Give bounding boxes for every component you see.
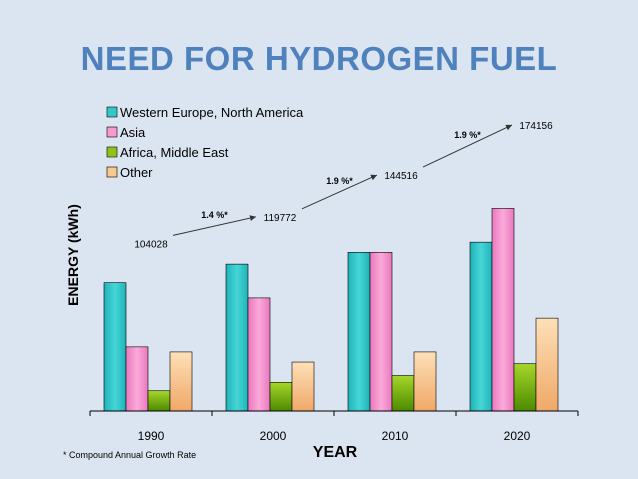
- growth-arrow-1: [172, 215, 257, 236]
- total-label-2000: 119772: [264, 213, 297, 224]
- page-title: NEED FOR HYDROGEN FUEL: [80, 40, 558, 77]
- footnote: * Compound Annual Growth Rate: [63, 450, 197, 460]
- total-label-2020: 174156: [519, 121, 553, 132]
- bar-1990-series-4: [169, 351, 193, 412]
- y-axis-title: ENERGY (kWh): [65, 204, 81, 306]
- bar-2000-series-3: [269, 382, 293, 412]
- bar-2000-series-1: [225, 263, 249, 412]
- bar-2020-series-4: [535, 317, 559, 412]
- legend-swatch-1: [106, 106, 118, 118]
- bar-2020-series-2: [491, 208, 515, 412]
- growth-arrow-3: [422, 124, 513, 168]
- x-tick-label: 2000: [260, 429, 287, 443]
- bar-2010-series-1: [347, 252, 371, 412]
- growth-arrow-2: [301, 174, 378, 210]
- bar-1990-series-1: [103, 282, 127, 412]
- total-label-2010: 144516: [384, 171, 418, 182]
- bar-2000-series-2: [247, 297, 271, 412]
- growth-label-1: 1.4 %*: [201, 210, 228, 220]
- legend-label-3: Africa, Middle East: [120, 145, 229, 160]
- bar-2010-series-2: [369, 252, 393, 412]
- bar-2020-series-3: [513, 363, 537, 412]
- legend-label-2: Asia: [120, 125, 146, 140]
- bar-2020-series-1: [469, 241, 493, 412]
- legend-label-1: Western Europe, North America: [120, 105, 304, 120]
- x-tick-label: 2020: [504, 429, 531, 443]
- legend-label-4: Other: [120, 165, 153, 180]
- growth-label-3: 1.9 %*: [454, 130, 481, 140]
- growth-label-2: 1.9 %*: [326, 176, 353, 186]
- legend-swatch-3: [106, 146, 118, 158]
- legend-swatch-4: [106, 166, 118, 178]
- x-tick-label: 2010: [382, 429, 409, 443]
- bar-2000-series-4: [291, 361, 315, 412]
- total-label-1990: 104028: [134, 239, 168, 250]
- x-axis-title: YEAR: [313, 444, 358, 461]
- x-tick-label: 1990: [138, 429, 165, 443]
- bar-1990-series-3: [147, 390, 171, 412]
- legend-swatch-2: [106, 126, 118, 138]
- bar-2010-series-3: [391, 375, 415, 412]
- bar-1990-series-2: [125, 346, 149, 412]
- bar-2010-series-4: [413, 351, 437, 412]
